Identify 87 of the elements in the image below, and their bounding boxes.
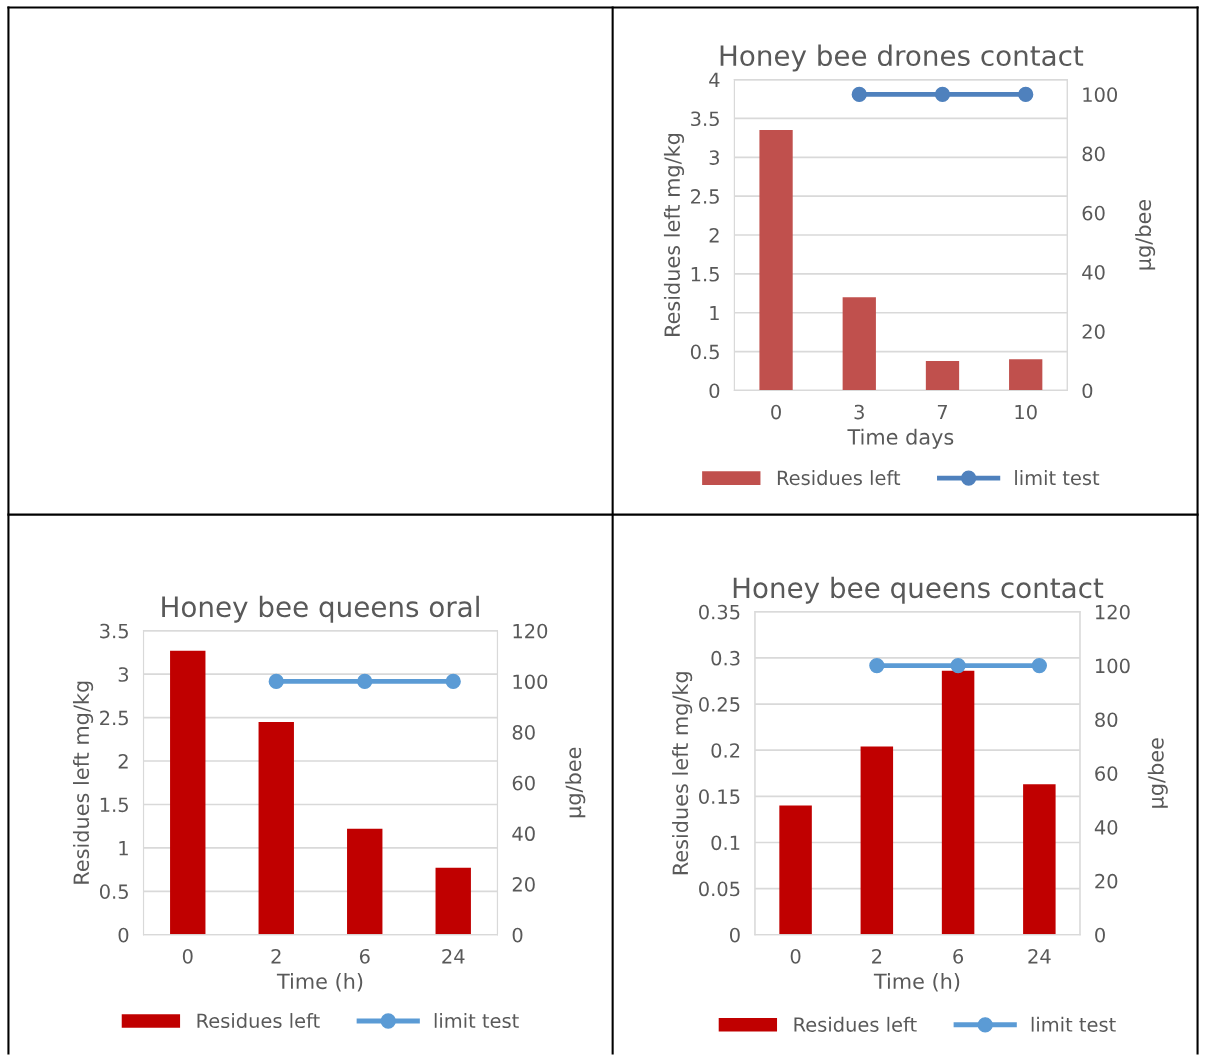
y-tick-label: 0.05 (699, 881, 740, 897)
y-tick-label: 1.5 (691, 267, 719, 282)
y2-tick-label: 60 (1095, 766, 1118, 781)
y2-tick-label: 20 (1082, 324, 1105, 339)
y-tick-label: 0.25 (699, 697, 740, 712)
y2-tick-label: 80 (1082, 146, 1105, 162)
legend-label: Residues left (777, 470, 901, 486)
legend-label: Residues left (197, 1013, 320, 1029)
x-tick-label: 2 (872, 948, 882, 964)
bar (759, 130, 793, 391)
y2-tick-label: 80 (512, 725, 535, 740)
y-tick-label: 0.1 (711, 835, 740, 851)
bar (941, 670, 975, 935)
bar (258, 721, 294, 935)
y-tick-label: 2 (118, 754, 128, 769)
bar (347, 828, 383, 935)
chart-title: Honey bee queens contact (733, 576, 1104, 604)
y2-tick-label: 120 (513, 623, 548, 639)
y2-tick-label: 20 (1095, 873, 1118, 889)
y-tick-label: 1 (710, 305, 719, 321)
y-tick-label: 3.5 (100, 623, 128, 639)
y-tick-label: 3.5 (691, 111, 719, 127)
chart-title: Honey bee queens oral (162, 595, 479, 623)
y-tick-label: 0.35 (699, 604, 740, 620)
x-tick-label: 3 (854, 404, 864, 420)
y-tick-label: 3 (118, 667, 129, 682)
x-tick-label: 6 (953, 948, 964, 964)
y-tick-label: 0.15 (699, 789, 740, 804)
y-axis-title: Residues left mg/kg (672, 672, 693, 875)
y-tick-label: 0 (709, 383, 720, 399)
x-tick-label: 24 (1028, 948, 1051, 964)
y2-tick-label: 100 (1083, 87, 1118, 103)
y2-tick-label: 100 (1096, 658, 1130, 674)
y2-tick-label: 60 (512, 775, 535, 791)
y-tick-label: 2 (709, 227, 719, 243)
bar (925, 360, 960, 391)
chart-title: Honey bee drones contact (720, 44, 1084, 72)
y-tick-label: 3 (709, 150, 720, 165)
y-axis-title: Residues left mg/kg (72, 681, 94, 884)
x-tick-label: 0 (790, 948, 801, 964)
bar (1009, 359, 1043, 391)
x-axis-title: Time (h) (276, 973, 363, 992)
x-tick-label: 24 (442, 948, 465, 964)
x-tick-label: 10 (1015, 404, 1037, 420)
y2-tick-label: 60 (1082, 205, 1105, 221)
x-tick-label: 2 (271, 948, 281, 964)
legend-label: Residues left (794, 1016, 917, 1032)
bar (860, 746, 894, 935)
x-tick-label: 7 (937, 404, 948, 420)
y-tick-label: 0.5 (690, 344, 719, 360)
y2-tick-label: 120 (1096, 604, 1130, 620)
y2-axis-title: µg/bee (1147, 738, 1168, 808)
bar (842, 297, 876, 391)
y2-axis-title: µg/bee (1134, 199, 1156, 270)
bar (170, 650, 206, 935)
bar (435, 867, 471, 935)
legend-label: limit test (1015, 470, 1100, 486)
y2-tick-label: 40 (1094, 820, 1118, 835)
y-tick-label: 2.5 (691, 189, 719, 204)
y2-tick-label: 80 (1095, 712, 1118, 728)
y2-tick-label: 0 (512, 927, 523, 943)
y-tick-label: 1.5 (100, 797, 128, 813)
x-axis-title: Time days (847, 428, 954, 449)
y2-axis-title: µg/bee (565, 747, 586, 818)
bar (1023, 784, 1056, 935)
legend-label: limit test (434, 1013, 519, 1029)
y-tick-label: 2.5 (100, 710, 128, 726)
y2-tick-label: 0 (1082, 383, 1093, 399)
x-tick-label: 6 (359, 948, 370, 964)
x-axis-title: Time (h) (873, 973, 960, 992)
y-tick-label: 0 (118, 927, 129, 943)
legend-label: limit test (1031, 1016, 1116, 1032)
y-tick-label: 4 (709, 72, 720, 87)
y-tick-label: 0.3 (711, 650, 740, 666)
y2-tick-label: 100 (513, 674, 548, 690)
y2-tick-label: 40 (512, 826, 535, 842)
y2-tick-label: 40 (1082, 264, 1105, 280)
bar (779, 805, 812, 935)
y-tick-label: 1 (119, 841, 128, 856)
x-tick-label: 0 (182, 948, 193, 964)
y-axis-title: Residues left mg/kg (663, 133, 685, 336)
x-tick-label: 0 (771, 404, 781, 420)
y-tick-label: 0 (729, 927, 740, 943)
y-tick-label: 0.2 (711, 743, 740, 758)
y2-tick-label: 0 (1095, 927, 1105, 943)
y2-tick-label: 20 (512, 877, 535, 892)
y-tick-label: 0.5 (99, 884, 128, 899)
